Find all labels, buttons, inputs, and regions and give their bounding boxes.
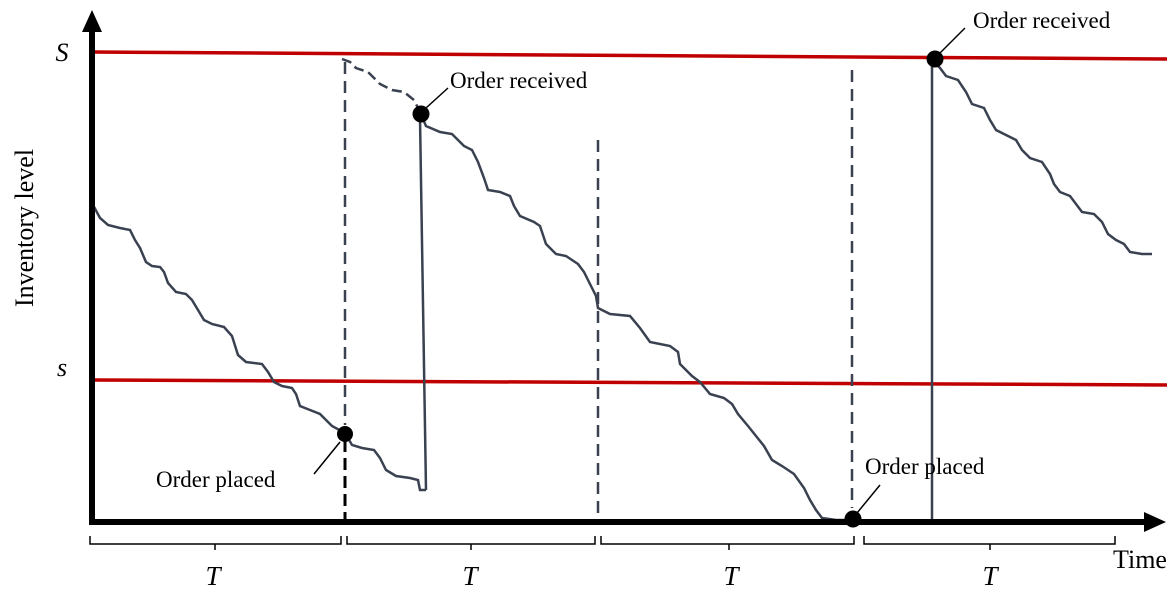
period-label-2: T [462, 561, 479, 591]
replenishment-jump-1 [418, 117, 428, 491]
x-axis-label: Time [1113, 545, 1167, 574]
period-label-4: T [982, 561, 999, 591]
y-axis-arrow [82, 10, 102, 32]
order-placed-marker-1 [337, 426, 353, 442]
upper-level-line-S [91, 50, 1167, 61]
inventory-curve-1 [91, 204, 426, 492]
order-placed-label-2: Order placed [865, 454, 985, 479]
leader-order-received-1 [425, 87, 449, 109]
lower-level-line-s [91, 378, 1167, 387]
order-received-label-2: Order received [973, 8, 1111, 33]
lower-level-label: s [57, 353, 67, 382]
x-axis-arrow [1144, 512, 1166, 532]
inventory-curve-3 [931, 59, 1152, 256]
inventory-curve-2-dashed [341, 57, 422, 113]
period-bracket-4 [863, 536, 1116, 550]
order-received-label-1: Order received [450, 68, 588, 93]
period-label-3: T [723, 561, 740, 591]
period-bracket-1 [89, 536, 342, 550]
y-axis-label: Inventory level [10, 149, 39, 307]
inventory-curve-2 [418, 111, 852, 522]
period-bracket-3 [600, 536, 855, 550]
order-received-marker-2 [926, 50, 944, 68]
order-placed-marker-2 [844, 510, 862, 528]
order-received-marker-1 [412, 105, 430, 123]
period-bracket-2 [346, 536, 596, 550]
leader-order-received-2 [939, 27, 966, 54]
leader-order-placed-2 [856, 484, 881, 514]
leader-order-placed-1 [313, 441, 341, 475]
order-placed-label-1: Order placed [156, 467, 276, 492]
upper-level-label: S [56, 38, 69, 67]
period-label-1: T [205, 561, 222, 591]
